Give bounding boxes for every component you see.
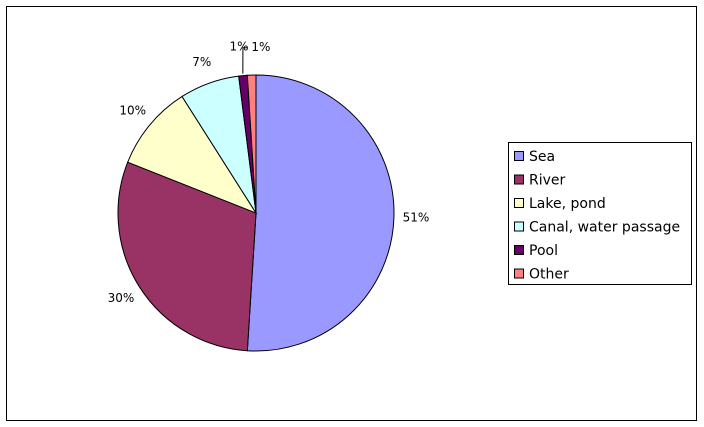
data-label: 30% bbox=[108, 291, 135, 305]
pie-slice bbox=[127, 95, 258, 215]
data-label: 1% bbox=[229, 40, 248, 54]
legend-swatch bbox=[514, 245, 524, 255]
legend-swatch bbox=[514, 174, 524, 185]
data-label: 7% bbox=[192, 55, 211, 69]
data-label: 10% bbox=[119, 104, 146, 118]
legend-swatch bbox=[514, 151, 524, 161]
legend-label: Sea bbox=[529, 149, 555, 165]
leader-line bbox=[242, 47, 247, 74]
legend-swatch bbox=[514, 198, 524, 208]
legend-box bbox=[508, 142, 692, 285]
legend-label: Lake, pond bbox=[529, 196, 606, 212]
pie-slice bbox=[246, 74, 257, 214]
legend-swatch bbox=[514, 221, 524, 232]
data-label: 51% bbox=[403, 211, 430, 225]
pie-slice bbox=[246, 74, 395, 352]
legend-label: Pool bbox=[529, 243, 558, 259]
data-label: 1% bbox=[251, 40, 270, 54]
legend-label: Canal, water passage bbox=[529, 220, 680, 236]
legend-label: River bbox=[529, 173, 566, 189]
pie-slice bbox=[117, 161, 257, 352]
legend-label: Other bbox=[529, 267, 569, 283]
legend-swatch bbox=[514, 268, 524, 279]
